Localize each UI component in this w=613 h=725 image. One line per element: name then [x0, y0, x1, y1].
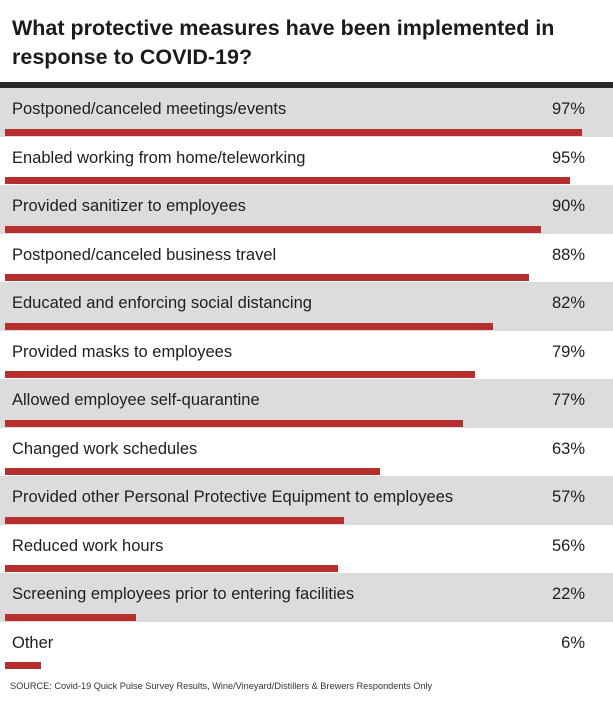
bar	[5, 565, 339, 572]
bar	[5, 128, 583, 136]
category-label: Educated and enforcing social distancing	[12, 294, 312, 312]
value-label: 90%	[551, 197, 585, 215]
bar-row: Provided masks to employees 79%	[0, 331, 613, 380]
value-label: 88%	[551, 245, 585, 264]
bar	[5, 274, 529, 281]
category-label: Provided sanitizer to employees	[12, 197, 246, 215]
bar	[5, 516, 345, 524]
value-label: 57%	[551, 488, 585, 506]
value-label: 79%	[551, 342, 585, 361]
bar-rows: Postponed/canceled meetings/events 97% Ena…	[0, 88, 613, 670]
chart-title: What protective measures have been imple…	[12, 16, 555, 69]
category-label: Other	[12, 633, 54, 652]
value-label: 82%	[551, 294, 585, 312]
bar	[5, 468, 380, 475]
bar	[5, 662, 41, 669]
bar-row: Reduced work hours 56%	[0, 525, 613, 574]
value-label: 63%	[551, 439, 585, 458]
bar-row: Other 6%	[0, 622, 613, 671]
bar	[5, 225, 541, 233]
value-label: 77%	[551, 391, 585, 409]
bar-row: Provided other Personal Protective Equip…	[0, 476, 613, 525]
category-label: Postponed/canceled meetings/events	[12, 100, 287, 118]
bar-row: Provided sanitizer to employees 90%	[0, 185, 613, 234]
category-label: Enabled working from home/teleworking	[12, 148, 306, 167]
title-divider	[0, 82, 613, 88]
category-label: Provided other Personal Protective Equip…	[12, 488, 454, 506]
value-label: 22%	[551, 585, 585, 603]
value-label: 6%	[561, 633, 585, 652]
category-label: Screening employees prior to entering fa…	[12, 585, 355, 603]
category-label: Allowed employee self-quarantine	[12, 391, 260, 409]
bar-row: Allowed employee self-quarantine 77%	[0, 379, 613, 428]
category-label: Provided masks to employees	[12, 342, 233, 361]
bar	[5, 419, 464, 427]
category-label: Postponed/canceled business travel	[12, 245, 277, 264]
source-note: SOURCE: Covid-19 Quick Pulse Survey Resu…	[10, 681, 433, 691]
bar	[5, 177, 571, 184]
bar-row: Educated and enforcing social distancing…	[0, 282, 613, 331]
bar-row: Screening employees prior to entering fa…	[0, 573, 613, 622]
bar-row: Enabled working from home/teleworking 95%	[0, 137, 613, 186]
bar-row: Postponed/canceled business travel 88%	[0, 234, 613, 283]
value-label: 97%	[551, 100, 585, 118]
bar-row: Changed work schedules 63%	[0, 428, 613, 477]
bar	[5, 322, 493, 330]
category-label: Reduced work hours	[12, 536, 164, 555]
category-label: Changed work schedules	[12, 439, 198, 458]
bar	[5, 613, 136, 621]
bar-row: Postponed/canceled meetings/events 97%	[0, 88, 613, 137]
value-label: 56%	[551, 536, 585, 555]
bar	[5, 371, 476, 378]
value-label: 95%	[551, 148, 585, 167]
